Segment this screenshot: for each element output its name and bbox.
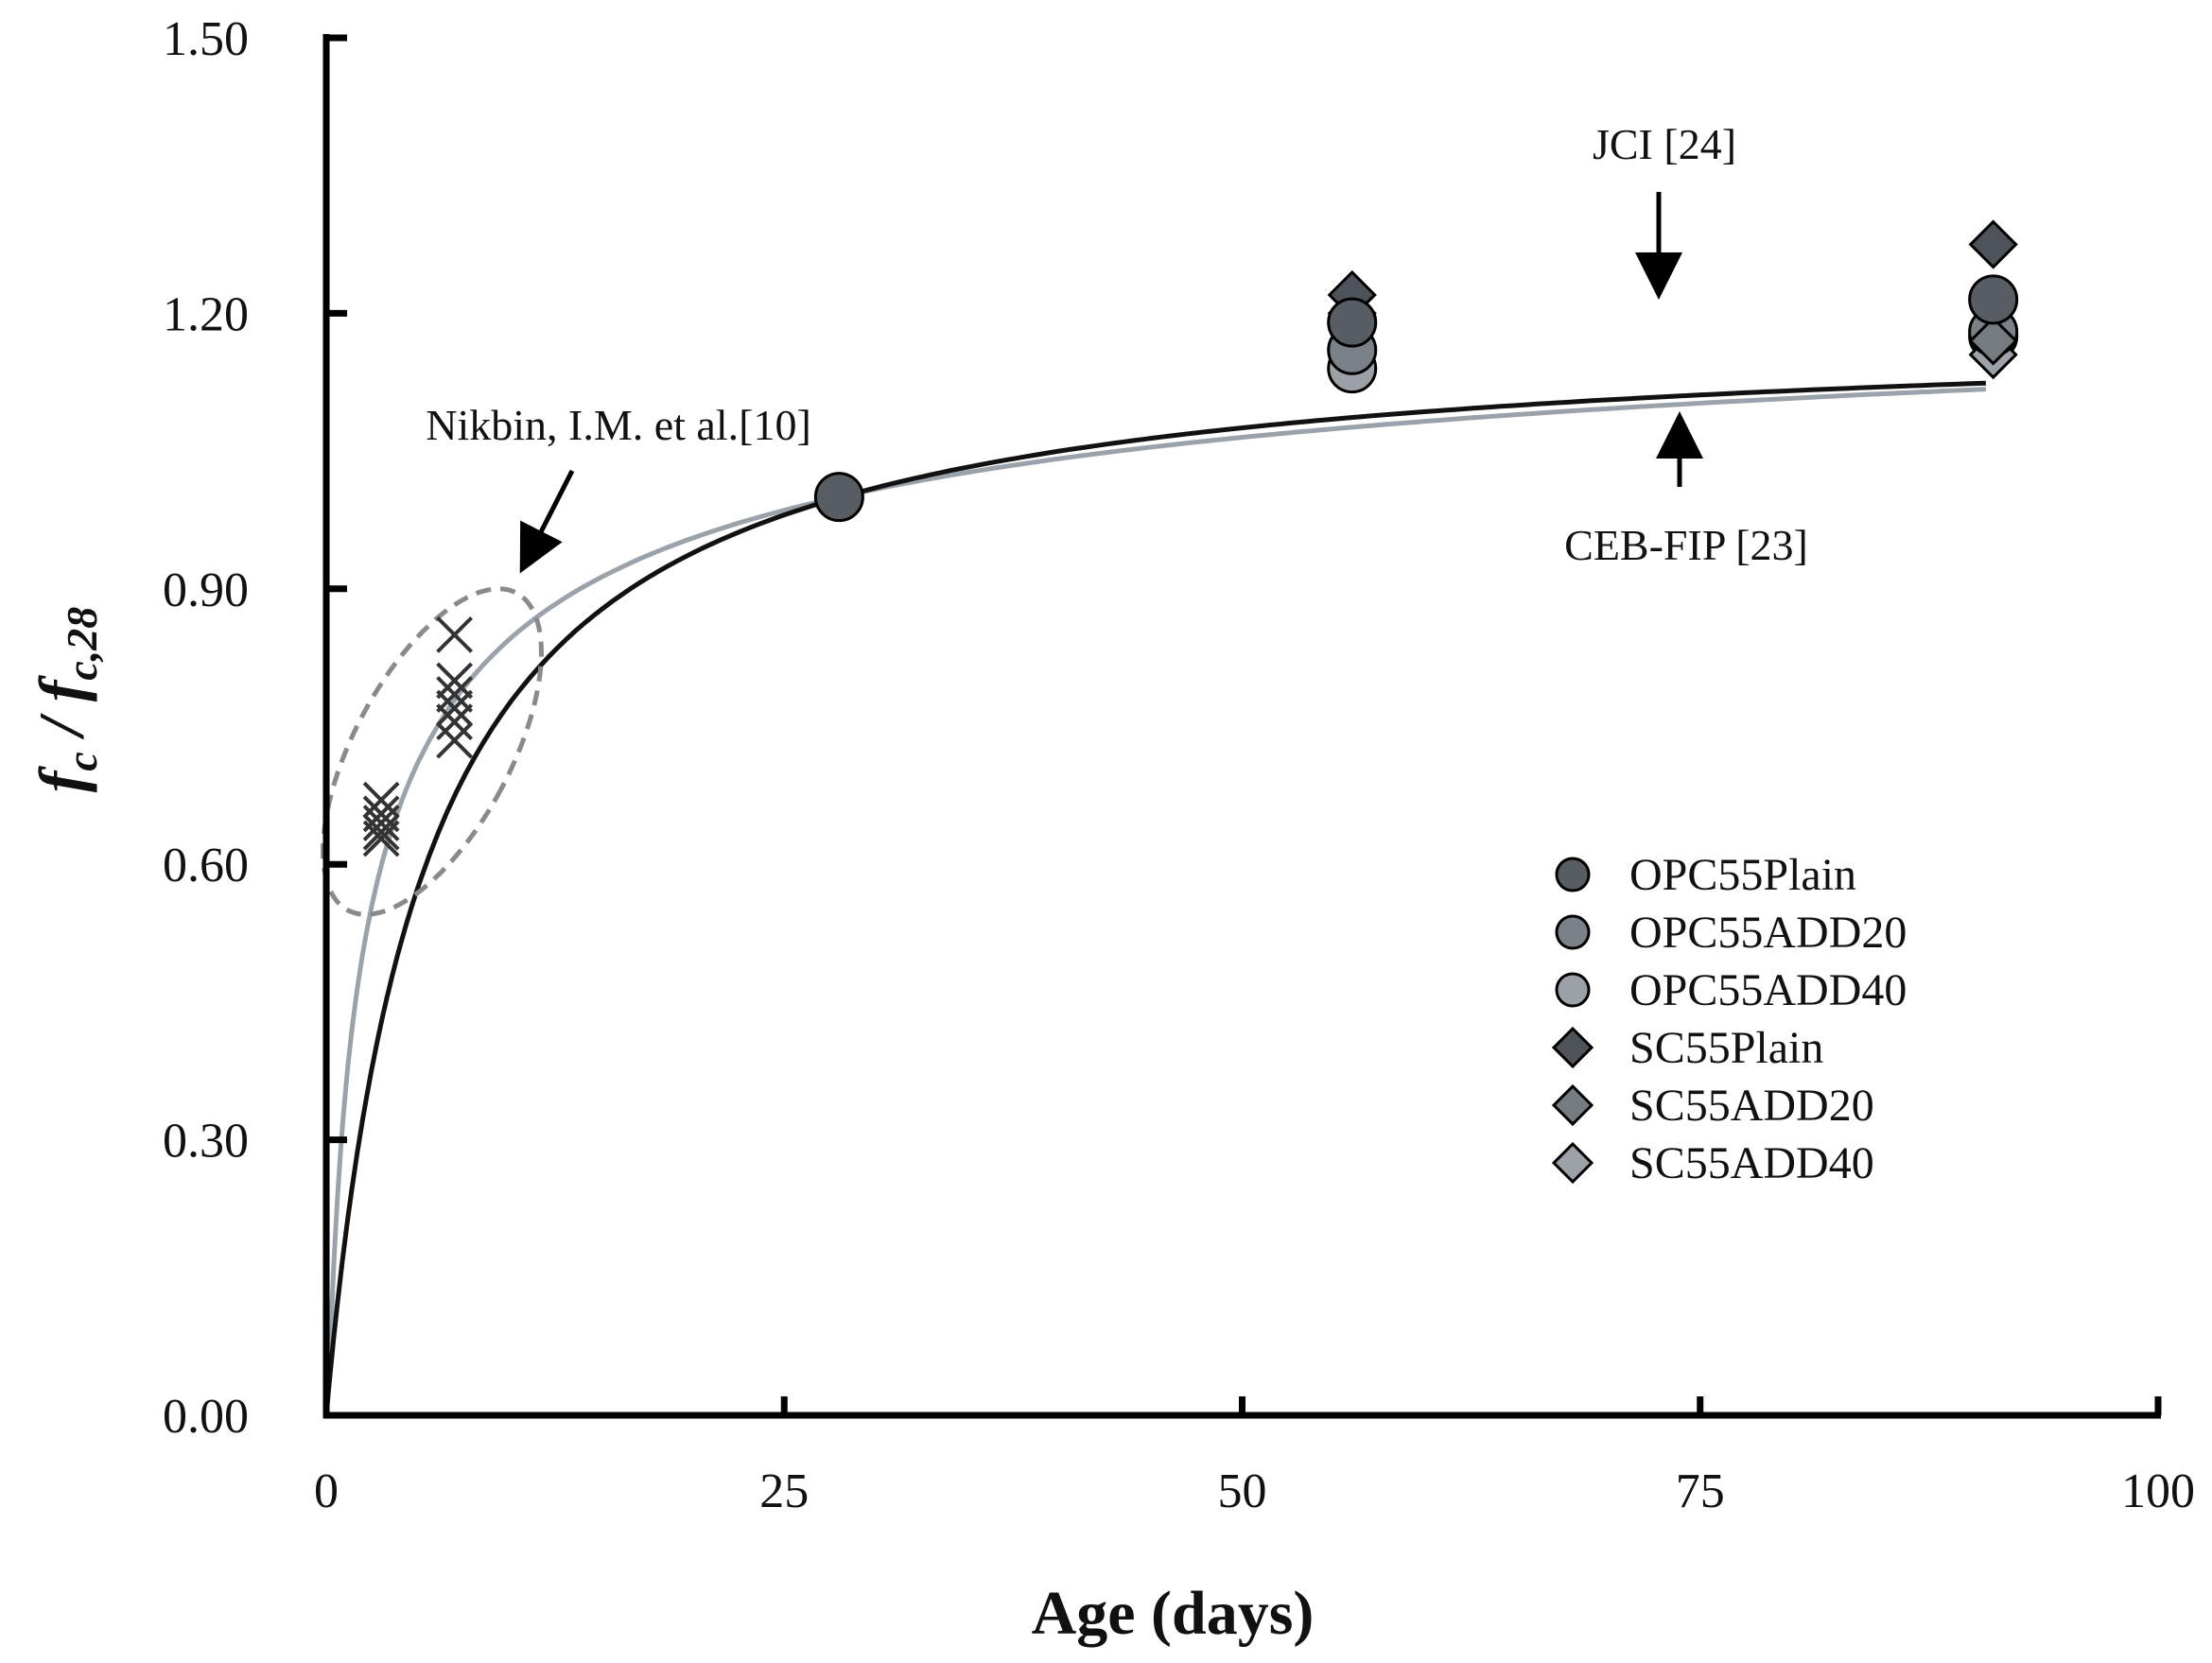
data-point [1968,274,2019,325]
legend-label: OPC55Plain [1629,850,1856,900]
legend-marker [1555,857,1591,892]
data-points [362,219,2019,857]
nikbin-ellipse-layer [321,586,544,917]
data-point [1968,316,2018,366]
x-tick-label: 50 [1218,1464,1267,1518]
fit-curves [323,380,1987,1416]
nikbin-arrow [519,469,575,574]
x-tick-label: 75 [1676,1464,1725,1518]
legend-label: SC55Plain [1629,1023,1823,1073]
data-point [362,820,400,857]
ceb-fip-curve [323,387,1987,1416]
ceb-label: CEB-FIP [23] [1564,521,1808,569]
legend-marker [1555,914,1591,950]
axes [322,34,2161,1419]
data-point [813,472,864,523]
x-tick-label: 0 [314,1464,339,1518]
nikbin-annotation: Nikbin, I.M. et al.[10] [426,401,811,574]
legend-label: SC55ADD40 [1629,1138,1874,1188]
legend-label: OPC55ADD40 [1629,965,1907,1015]
legend-label: OPC55ADD20 [1629,908,1907,958]
jci-annotation: JCI [24] [1593,120,1736,300]
jci-curve [323,380,1986,1416]
y-tick-label: 0.90 [163,563,249,617]
x-tick-label: 100 [2121,1464,2195,1518]
y-tick-label: 1.50 [163,12,249,66]
y-title-sep: / [26,702,97,752]
y-title-sub1: c [58,752,106,771]
nikbin-data-ellipse [321,586,544,917]
jci-label: JCI [24] [1593,120,1736,168]
y-tick-label: 1.20 [163,287,249,341]
data-point [436,662,474,700]
data-point [1968,219,2018,269]
nikbin-label: Nikbin, I.M. et al.[10] [426,401,811,449]
data-point [436,676,474,713]
x-axis-title: Age (days) [1032,1579,1315,1648]
y-axis-title: fc / fc,28 [26,607,106,793]
y-title-sub2: c,28 [58,607,106,681]
legend-marker [1551,1141,1594,1185]
data-point [436,721,474,759]
data-point [362,805,400,841]
ceb-annotation: CEB-FIP [23] [1564,411,1808,569]
legend-marker [1551,1083,1594,1127]
legend: OPC55Plain OPC55ADD20 OPC55ADD40 SC55Plain S… [1551,850,1907,1188]
y-tick-label: 0.00 [163,1390,249,1444]
y-tick-label: 0.60 [163,839,249,892]
legend-marker [1551,1026,1594,1069]
y-tick-label: 0.30 [163,1115,249,1169]
data-point [436,615,474,653]
data-point [436,689,474,727]
data-point [436,703,474,741]
data-point [1327,297,1378,348]
ticks: 0 25 50 75 100 0.00 0.30 0.60 0.90 1.20 1.50 [163,12,2195,1518]
legend-label: SC55ADD20 [1629,1081,1874,1131]
data-point [362,813,400,851]
legend-marker [1555,972,1591,1008]
x-tick-label: 25 [759,1464,809,1518]
